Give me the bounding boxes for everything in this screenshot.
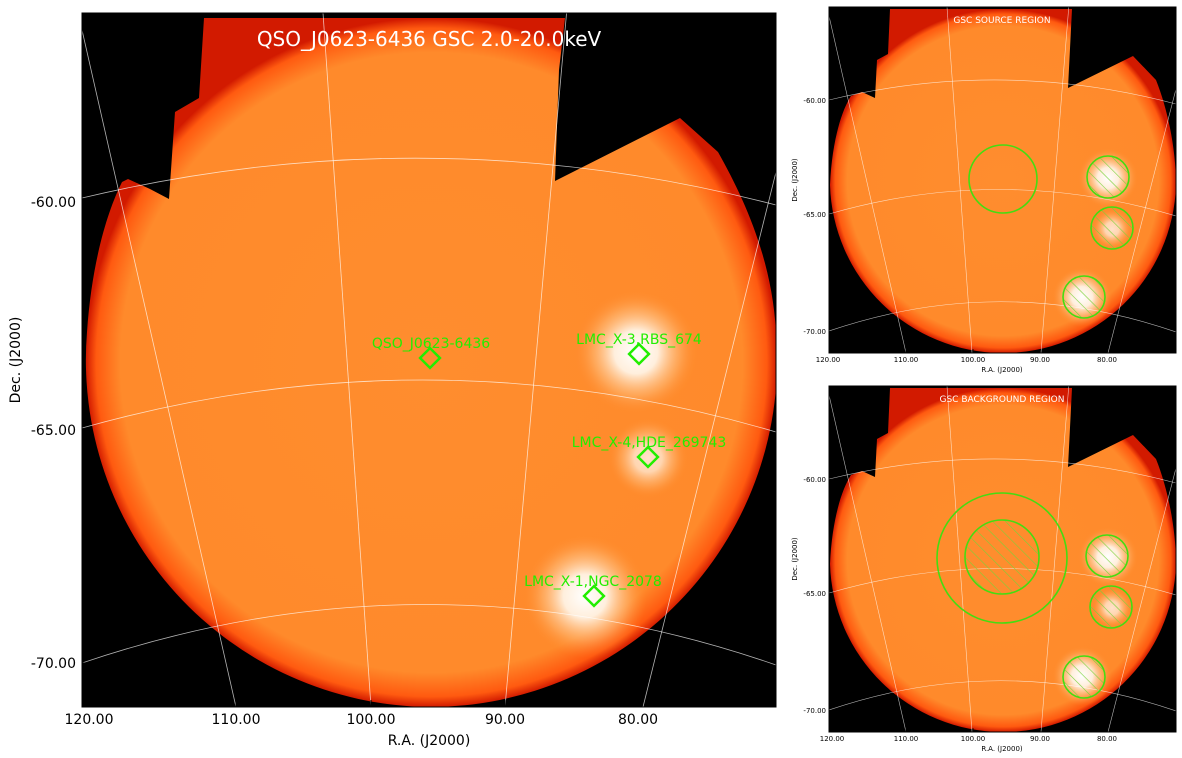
main-sky-exposure [85, 18, 776, 707]
main-xtick-90: 90.00 [485, 712, 525, 728]
background-panel-title: GSC BACKGROUND REGION [940, 395, 1065, 405]
source-label-qso-j0623: QSO_J0623-6436 [372, 336, 490, 352]
hot-spot-lmc-x3 [574, 290, 698, 414]
source-markers [418, 342, 660, 608]
background-xtick-120: 120.00 [820, 735, 845, 743]
hot-spot-lmc-x4 [608, 418, 688, 498]
background-xtick-90: 90.00 [1030, 735, 1050, 743]
source-panel-ticks [828, 349, 1108, 353]
source-xtick-100: 100.00 [961, 356, 986, 364]
source-label-lmc-x1: LMC_X-1,NGC_2078 [524, 574, 662, 590]
background-xtick-80: 80.00 [1097, 735, 1117, 743]
background-annulus-outer [936, 492, 1068, 624]
main-xtick-110: 110.00 [212, 712, 261, 728]
main-ytick-minus65: -65.00 [31, 423, 76, 439]
main-image-panel: QSO_J0623-6436 GSC 2.0-20.0keV QSO_J0623… [8, 12, 777, 749]
main-x-axis-label: R.A. (J2000) [388, 733, 471, 749]
source-panel-sky [830, 9, 1176, 353]
marker-lmc-x3 [627, 342, 651, 366]
background-exclusion-lmc-x3 [1085, 534, 1129, 578]
main-axes-frame [81, 12, 777, 708]
main-coordinate-grid [82, 13, 776, 707]
marker-lmc-x4 [636, 445, 660, 469]
exclusion-region-lmc-x4 [1090, 206, 1134, 250]
background-y-axis-label: Dec. (J2000) [791, 537, 799, 581]
source-ytick-minus60: -60.00 [803, 97, 826, 105]
exclusion-region-lmc-x1 [1062, 275, 1106, 319]
marker-lmc-x1 [582, 584, 606, 608]
source-ytick-minus70: -70.00 [803, 328, 826, 336]
background-region-panel: GSC BACKGROUND REGION 120.00 110.00 100.… [791, 385, 1177, 753]
source-region-panel: GSC SOURCE REGION 120.00 110.00 100.00 9… [791, 6, 1177, 374]
background-panel-frame [828, 385, 1177, 733]
source-y-axis-label: Dec. (J2000) [791, 158, 799, 202]
source-xtick-120: 120.00 [816, 356, 841, 364]
main-xtick-80: 80.00 [618, 712, 658, 728]
source-panel-frame [828, 6, 1177, 354]
background-ytick-minus65: -65.00 [803, 590, 826, 598]
source-x-axis-label: R.A. (J2000) [981, 366, 1023, 374]
marker-qso-j0623 [418, 346, 442, 370]
background-exclusion-lmc-x1 [1062, 655, 1106, 699]
background-ytick-minus70: -70.00 [803, 707, 826, 715]
background-x-axis-label: R.A. (J2000) [981, 745, 1023, 753]
background-xtick-100: 100.00 [961, 735, 986, 743]
background-panel-ticks [828, 728, 1108, 732]
background-xtick-110: 110.00 [894, 735, 919, 743]
exclusion-region-lmc-x3 [1086, 155, 1130, 199]
main-tick-marks [82, 201, 639, 707]
source-panel-title: GSC SOURCE REGION [953, 16, 1050, 26]
main-title: QSO_J0623-6436 GSC 2.0-20.0keV [257, 27, 602, 51]
background-ytick-minus60: -60.00 [803, 476, 826, 484]
source-panel-regions [968, 144, 1134, 319]
main-xtick-120: 120.00 [65, 712, 114, 728]
source-ytick-minus65: -65.00 [803, 211, 826, 219]
source-xtick-80: 80.00 [1097, 356, 1117, 364]
background-annulus-inner-exclusion [964, 519, 1040, 595]
source-panel-grid [829, 7, 1176, 353]
main-ytick-minus70: -70.00 [31, 656, 76, 672]
main-y-axis-label: Dec. (J2000) [8, 317, 24, 404]
source-xtick-110: 110.00 [894, 356, 919, 364]
source-region-circle [968, 144, 1038, 214]
main-xtick-100: 100.00 [347, 712, 396, 728]
source-label-lmc-x3: LMC_X-3,RBS_674 [576, 332, 702, 348]
source-xtick-90: 90.00 [1030, 356, 1050, 364]
source-label-lmc-x4: LMC_X-4,HDE_269743 [572, 435, 727, 451]
background-exclusion-lmc-x4 [1089, 585, 1133, 629]
background-panel-regions [936, 492, 1133, 699]
main-ytick-minus60: -60.00 [31, 195, 76, 211]
background-panel-grid [829, 386, 1176, 732]
